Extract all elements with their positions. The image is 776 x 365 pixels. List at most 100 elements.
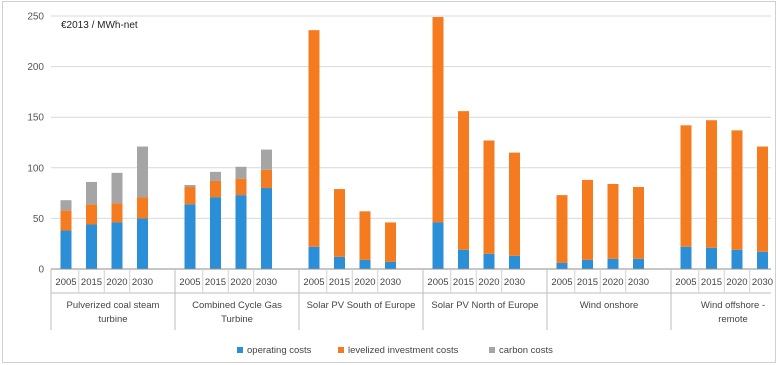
bar-segment-operating-costs <box>60 230 72 269</box>
x-tick-label: 2015 <box>577 277 598 288</box>
bar-segment-levelized-investment-costs <box>607 183 619 259</box>
bar-segment-carbon-costs <box>60 200 72 211</box>
group-label: Pulverized coal steam <box>67 300 160 311</box>
x-tick-label: 2005 <box>551 277 572 288</box>
x-tick-label: 2020 <box>230 277 251 288</box>
bar-segment-carbon-costs <box>184 185 196 188</box>
bar-segment-operating-costs <box>111 222 123 269</box>
bar-segment-operating-costs <box>385 261 396 269</box>
x-tick-label: 2030 <box>256 277 277 288</box>
bar-segment-levelized-investment-costs <box>509 152 520 256</box>
y-tick-label: 250 <box>27 12 44 23</box>
bar-segment-levelized-investment-costs <box>86 204 97 225</box>
group-label: Solar PV South of Europe <box>307 300 416 311</box>
x-tick-label: 2005 <box>179 277 200 288</box>
bar-segment-levelized-investment-costs <box>458 111 469 250</box>
bar-segment-levelized-investment-costs <box>432 17 444 223</box>
x-tick-label: 2005 <box>427 277 448 288</box>
y-tick-label: 0 <box>38 265 44 276</box>
bar-segment-levelized-investment-costs <box>385 222 396 262</box>
bar-segment-levelized-investment-costs <box>731 130 743 250</box>
bar-segment-levelized-investment-costs <box>359 211 371 260</box>
bar-segment-levelized-investment-costs <box>680 125 692 247</box>
x-tick-label: 2020 <box>354 277 375 288</box>
legend: operating costs levelized investment cost… <box>237 345 553 356</box>
bar-segment-levelized-investment-costs <box>334 189 345 257</box>
bar-segment-operating-costs <box>706 247 717 269</box>
bar-segment-levelized-investment-costs <box>111 203 123 223</box>
x-tick-label: 2005 <box>303 277 324 288</box>
x-tick-label: 2030 <box>752 277 773 288</box>
bar-segment-carbon-costs <box>137 146 148 198</box>
group-label: Solar PV North of Europe <box>431 300 538 311</box>
bar-segment-levelized-investment-costs <box>235 178 247 196</box>
bar-segment-carbon-costs <box>235 166 247 179</box>
x-tick-label: 2030 <box>628 277 649 288</box>
bar-segment-operating-costs <box>308 246 320 269</box>
y-tick-label: 150 <box>27 113 44 124</box>
gridlines <box>51 15 771 219</box>
bar-segment-operating-costs <box>582 259 593 269</box>
bar-segment-levelized-investment-costs <box>633 187 644 259</box>
x-tick-label: 2015 <box>205 277 226 288</box>
bar-segment-operating-costs <box>458 249 469 269</box>
group-label: turbine <box>98 314 127 325</box>
bar-segment-operating-costs <box>432 222 444 269</box>
bar-segment-levelized-investment-costs <box>210 180 221 198</box>
legend-label: carbon costs <box>499 345 553 356</box>
x-tick-label: 2015 <box>453 277 474 288</box>
x-tick-label: 2020 <box>602 277 623 288</box>
bar-segment-operating-costs <box>556 262 568 269</box>
bar-segment-operating-costs <box>235 195 247 269</box>
group-label: Wind offshore - <box>701 300 765 311</box>
bar-segment-carbon-costs <box>111 172 123 204</box>
legend-label: levelized investment costs <box>348 345 459 356</box>
bar-segment-operating-costs <box>483 253 495 269</box>
bar-segment-levelized-investment-costs <box>137 197 148 219</box>
bar-segment-carbon-costs <box>210 171 221 181</box>
x-tick-label: 2020 <box>106 277 127 288</box>
unit-label: €2013 / MWh-net <box>61 20 138 31</box>
x-tick-label: 2030 <box>132 277 153 288</box>
bar-segment-operating-costs <box>184 204 196 269</box>
legend-swatch <box>489 347 495 353</box>
x-tick-label: 2015 <box>81 277 102 288</box>
legend-label: operating costs <box>247 345 312 356</box>
group-label: Turbine <box>221 314 253 325</box>
bar-segment-levelized-investment-costs <box>308 30 320 247</box>
bar-segment-operating-costs <box>607 258 619 269</box>
bar-segment-levelized-investment-costs <box>556 195 568 263</box>
stacked-bar-chart: 0 50 100 150 200 250 2005 2015 2020 2030 Pulverize… <box>27 12 773 357</box>
x-tick-label: 2015 <box>701 277 722 288</box>
axes: 0 50 100 150 200 250 2005 2015 2020 2030 Pulverize… <box>27 12 773 330</box>
bar-segment-carbon-costs <box>261 149 272 170</box>
y-tick-label: 200 <box>27 62 44 73</box>
x-tick-label: 2020 <box>726 277 747 288</box>
bar-segment-levelized-investment-costs <box>706 120 717 248</box>
bar-segment-operating-costs <box>731 249 743 269</box>
bar-segment-operating-costs <box>359 259 371 269</box>
x-tick-label: 2005 <box>675 277 696 288</box>
bar-segment-carbon-costs <box>86 181 97 205</box>
bar-segment-operating-costs <box>261 188 272 269</box>
bar-segment-operating-costs <box>633 258 644 269</box>
y-tick-label: 50 <box>33 214 45 225</box>
bar-segment-operating-costs <box>210 197 221 269</box>
group-label: Combined Cycle Gas <box>192 300 282 311</box>
bar-segment-operating-costs <box>334 256 345 269</box>
x-tick-label: 2005 <box>55 277 76 288</box>
bar-segment-levelized-investment-costs <box>483 140 495 254</box>
x-tick-label: 2030 <box>380 277 401 288</box>
bar-segment-operating-costs <box>757 251 768 269</box>
legend-swatch <box>237 347 243 353</box>
x-tick-label: 2015 <box>329 277 350 288</box>
legend-swatch <box>338 347 344 353</box>
bar-segment-operating-costs <box>86 224 97 269</box>
bar-segment-operating-costs <box>680 246 692 269</box>
bar-segment-levelized-investment-costs <box>757 146 768 252</box>
bar-segment-levelized-investment-costs <box>261 169 272 189</box>
bars <box>60 17 768 269</box>
group-label: Wind onshore <box>580 300 639 311</box>
bar-segment-levelized-investment-costs <box>60 210 72 231</box>
